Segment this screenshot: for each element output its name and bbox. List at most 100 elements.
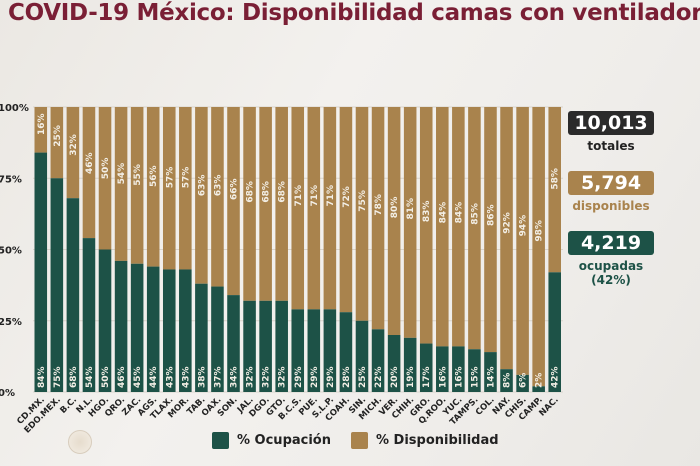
bar-label-disponibilidad: 71% (294, 185, 304, 207)
bar-label-ocupacion: 32% (262, 366, 272, 388)
bar-ocupacion (339, 312, 353, 392)
bar-disponibilidad (146, 107, 160, 267)
bar-ocupacion (179, 269, 192, 392)
bar-label-ocupacion: 16% (454, 366, 464, 388)
bar-label-ocupacion: 75% (53, 366, 63, 388)
bar-disponibilidad (179, 107, 192, 270)
bar-disponibilidad (484, 107, 497, 353)
bar-disponibilidad (436, 107, 449, 347)
bar-ocupacion (436, 346, 449, 392)
bar-disponibilidad (34, 107, 48, 153)
bar-label-ocupacion: 45% (133, 366, 143, 388)
bar-label-disponibilidad: 57% (165, 167, 175, 189)
bar-label-disponibilidad: 58% (551, 168, 561, 190)
bar-label-ocupacion: 68% (69, 366, 79, 388)
bar-disponibilidad (162, 107, 176, 270)
bar-disponibilidad (66, 107, 80, 199)
bar-label-ocupacion: 34% (230, 366, 240, 388)
bar-label-disponibilidad: 54% (117, 163, 127, 185)
bar-label-disponibilidad: 85% (470, 203, 480, 225)
summary-totales: 10,013 totales (568, 111, 654, 153)
y-tick-label: 50% (0, 246, 22, 257)
bar-disponibilidad (500, 107, 513, 370)
bar-disponibilidad (387, 107, 401, 335)
bar-label-ocupacion: 14% (486, 366, 496, 388)
bar-label-ocupacion: 8% (503, 373, 513, 388)
bar-ocupacion (162, 269, 176, 392)
bar-label-disponibilidad: 92% (503, 212, 513, 234)
disponibles-label: disponibles (572, 199, 650, 213)
bar-disponibilidad (307, 107, 321, 310)
bar-label-disponibilidad: 56% (149, 165, 159, 187)
bar-label-ocupacion: 29% (294, 366, 304, 388)
bar-ocupacion (484, 352, 497, 392)
bar-label-ocupacion: 46% (117, 366, 127, 388)
bar-ocupacion (211, 286, 224, 392)
y-tick-label: 100% (0, 103, 29, 114)
bar-label-disponibilidad: 63% (213, 175, 223, 197)
bar-label-disponibilidad: 83% (422, 201, 432, 223)
bar-disponibilidad (532, 107, 545, 387)
bar-disponibilidad (227, 107, 240, 296)
bar-ocupacion (387, 335, 401, 392)
summary-disponibles: 5,794 disponibles (568, 171, 654, 213)
bar-disponibilidad (355, 107, 369, 321)
bar-ocupacion (291, 309, 305, 392)
bar-ocupacion (419, 343, 433, 392)
bar-disponibilidad (275, 107, 288, 301)
bar-ocupacion (516, 374, 529, 392)
bar-label-disponibilidad: 46% (85, 152, 95, 174)
bar-label-disponibilidad: 68% (262, 181, 272, 203)
bar-disponibilidad (243, 107, 256, 301)
bar-disponibilidad (452, 107, 465, 347)
bar-disponibilidad (339, 107, 353, 313)
legend-swatch-ocupacion (212, 432, 229, 449)
bar-disponibilidad (419, 107, 433, 344)
bar-ocupacion (452, 346, 465, 392)
bar-label-disponibilidad: 94% (519, 215, 529, 237)
bar-label-ocupacion: 32% (278, 366, 288, 388)
bar-disponibilidad (211, 107, 224, 287)
bar-label-disponibilidad: 68% (278, 181, 288, 203)
bar-label-ocupacion: 43% (181, 366, 191, 388)
bar-disponibilidad (323, 107, 337, 310)
bar-label-disponibilidad: 72% (342, 186, 352, 208)
legend-label-ocupacion: % Ocupación (237, 433, 331, 448)
bar-label-ocupacion: 16% (438, 366, 448, 388)
ocupadas-value: 4,219 (568, 231, 654, 255)
bar-label-ocupacion: 25% (358, 366, 368, 388)
bar-label-disponibilidad: 86% (486, 204, 496, 226)
bar-disponibilidad (114, 107, 128, 261)
bar-label-disponibilidad: 80% (390, 197, 400, 219)
bar-disponibilidad (82, 107, 96, 239)
y-tick-label: 25% (0, 317, 22, 328)
bar-label-disponibilidad: 66% (230, 178, 240, 200)
bar-ocupacion (532, 386, 545, 392)
bar-disponibilidad (195, 107, 208, 284)
bar-ocupacion (307, 309, 321, 392)
bar-label-ocupacion: 6% (519, 373, 529, 388)
bar-disponibilidad (371, 107, 385, 330)
legend-ocupacion: % Ocupación (212, 432, 331, 449)
summary-ocupadas: 4,219 ocupadas (42%) (568, 231, 654, 287)
bar-label-disponibilidad: 78% (374, 194, 384, 216)
bar-ocupacion (114, 260, 128, 392)
bar-label-ocupacion: 84% (37, 366, 47, 388)
legend-disponibilidad: % Disponibilidad (351, 432, 499, 449)
ocupadas-label: ocupadas (578, 259, 644, 273)
bar-label-disponibilidad: 63% (197, 175, 207, 197)
bar-label-ocupacion: 44% (149, 366, 159, 388)
bar-ocupacion (275, 300, 288, 392)
bar-disponibilidad (259, 107, 272, 301)
bar-label-disponibilidad: 81% (406, 198, 416, 220)
bar-disponibilidad (291, 107, 305, 310)
bar-ocupacion (130, 263, 144, 392)
y-tick-label: 0% (0, 388, 15, 399)
bar-label-disponibilidad: 68% (246, 181, 256, 203)
totales-label: totales (587, 139, 635, 153)
bar-ocupacion (468, 349, 481, 392)
bar-ocupacion (98, 249, 112, 392)
legend-label-disponibilidad: % Disponibilidad (376, 433, 499, 448)
bar-label-disponibilidad: 25% (53, 125, 63, 147)
bar-ocupacion (259, 300, 272, 392)
